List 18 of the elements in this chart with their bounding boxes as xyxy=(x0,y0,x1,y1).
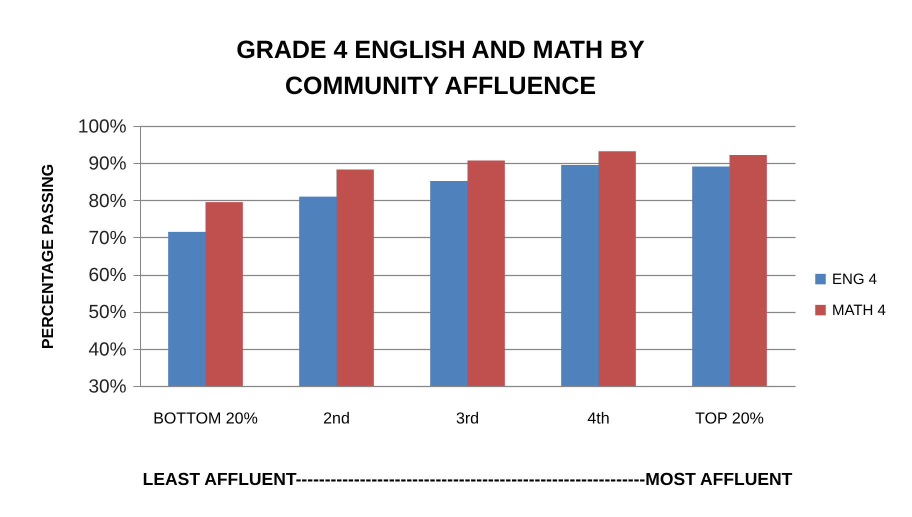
legend-label: ENG 4 xyxy=(832,271,878,288)
y-tick-label: 40% xyxy=(88,339,127,360)
legend-label: MATH 4 xyxy=(832,302,886,320)
y-tick-label: 70% xyxy=(88,228,127,249)
y-tick-label: 60% xyxy=(88,265,127,286)
x-tick-label: 3rd xyxy=(456,410,480,428)
x-tick-label: BOTTOM 20% xyxy=(153,410,258,428)
y-tick-label: 80% xyxy=(88,190,127,212)
chart-title: GRADE 4 ENGLISH AND MATH BY COMMUNITY AFFLUENCE xyxy=(236,36,645,100)
y-tick-label: 90% xyxy=(88,154,127,175)
x-tick-label: TOP 20% xyxy=(695,410,764,428)
x-tick-label: 4th xyxy=(587,410,610,428)
y-axis-title: PERCENTAGE PASSING xyxy=(40,164,57,350)
y-tick-label: 50% xyxy=(88,302,127,324)
y-tick-label: 100% xyxy=(78,116,127,138)
y-tick-label: 30% xyxy=(88,376,127,398)
text: LEAST AFFLUENT------------------------------------------------------------MOST AFFLUENT xyxy=(142,469,793,489)
x-tick-label: 2nd xyxy=(323,410,350,428)
